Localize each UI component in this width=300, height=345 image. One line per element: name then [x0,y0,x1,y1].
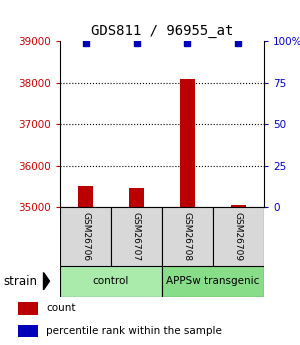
Bar [180,79,195,207]
Bar [162,207,213,266]
Text: control: control [93,276,129,286]
Text: percentile rank within the sample: percentile rank within the sample [46,326,222,336]
Bar [17,325,38,337]
Text: GSM26706: GSM26706 [81,212,90,261]
Bar [17,302,38,315]
Polygon shape [44,273,50,290]
Bar [78,186,93,207]
Bar [213,207,264,266]
Bar [60,207,111,266]
Text: APPSw transgenic: APPSw transgenic [166,276,260,286]
Text: GSM26709: GSM26709 [234,212,243,261]
Bar [129,188,144,207]
Text: strain: strain [3,275,37,288]
Text: count: count [46,303,76,313]
Bar [231,205,246,207]
Bar [162,266,264,297]
Text: GSM26708: GSM26708 [183,212,192,261]
Bar [111,207,162,266]
Bar [60,266,162,297]
Title: GDS811 / 96955_at: GDS811 / 96955_at [91,23,233,38]
Text: GSM26707: GSM26707 [132,212,141,261]
